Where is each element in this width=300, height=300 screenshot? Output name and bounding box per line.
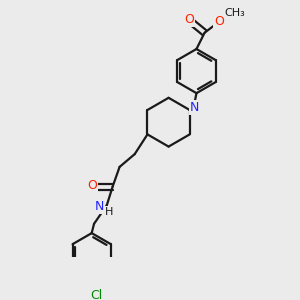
- Text: O: O: [214, 15, 224, 28]
- Text: H: H: [104, 207, 113, 217]
- Text: Cl: Cl: [90, 289, 102, 300]
- Text: CH₃: CH₃: [224, 8, 245, 18]
- Text: O: O: [87, 179, 97, 192]
- Text: N: N: [190, 101, 199, 114]
- Text: N: N: [95, 200, 104, 213]
- Text: O: O: [184, 14, 194, 26]
